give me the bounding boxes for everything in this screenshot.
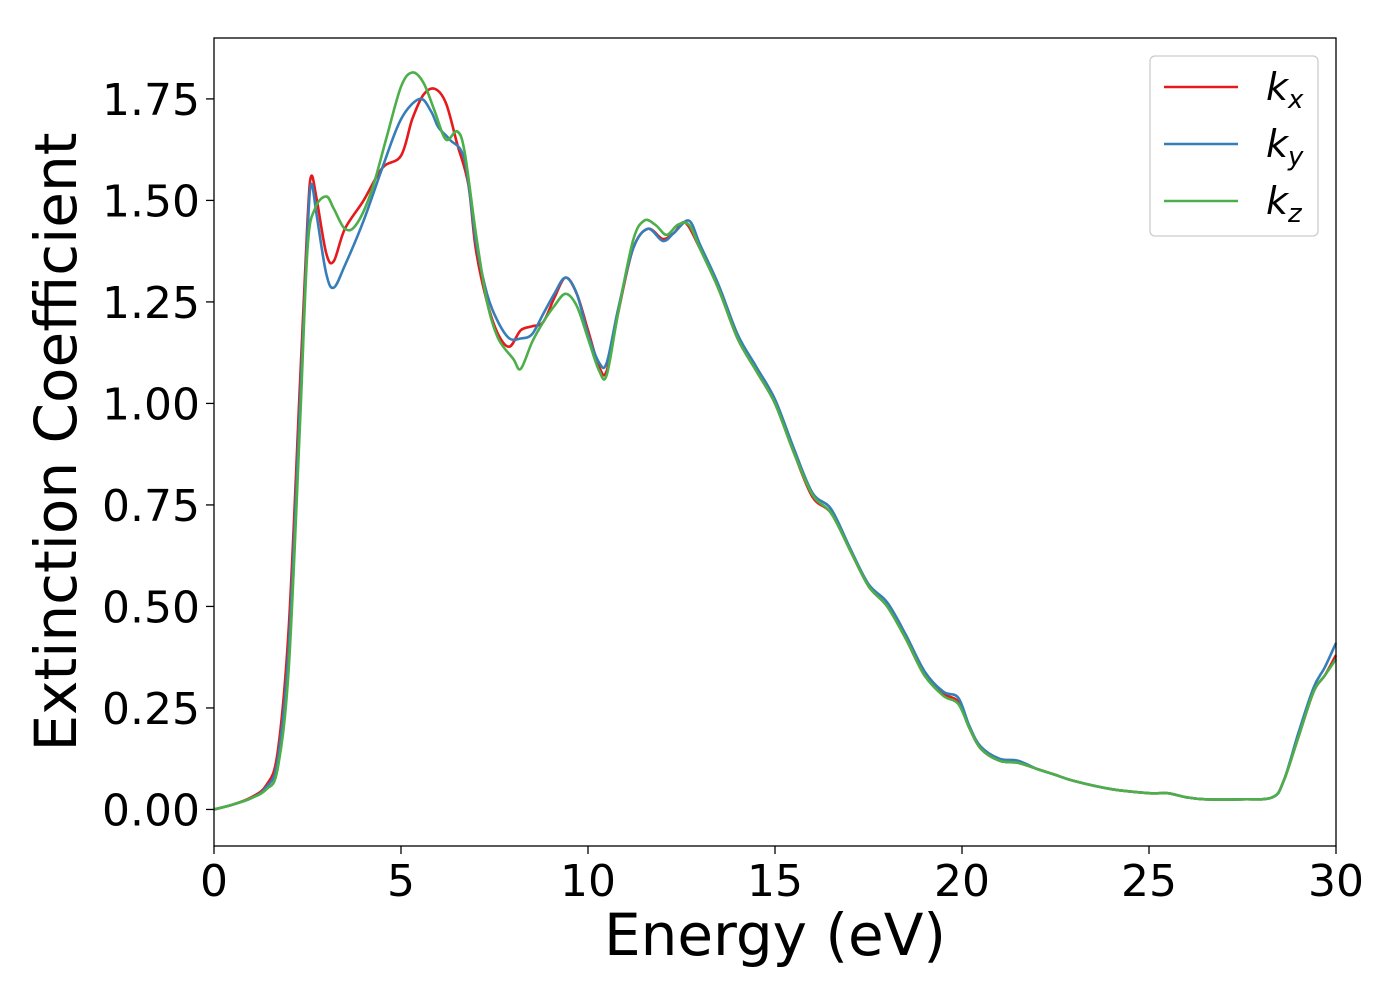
legend-box bbox=[1149, 55, 1319, 237]
y-tick-label: 1.00 bbox=[102, 379, 200, 430]
y-tick-label: 0.75 bbox=[102, 481, 200, 532]
y-axis-ticks: 0.00 0.25 0.50 0.75 1.00 1.25 1.50 1.75 bbox=[102, 75, 214, 836]
legend-label-kx: kx bbox=[1266, 65, 1304, 115]
x-axis-title: Energy (eV) bbox=[604, 901, 946, 969]
x-axis-ticks: 0 5 10 15 20 25 30 bbox=[200, 846, 1364, 907]
x-tick-label: 0 bbox=[200, 856, 228, 907]
x-tick-label: 30 bbox=[1308, 856, 1364, 907]
x-tick-label: 5 bbox=[387, 856, 415, 907]
x-tick-label: 20 bbox=[934, 856, 990, 907]
y-tick-label: 0.00 bbox=[102, 785, 200, 836]
y-tick-label: 1.50 bbox=[102, 176, 200, 227]
y-axis-title: Extinction Coefficient bbox=[22, 133, 90, 752]
x-tick-label: 10 bbox=[560, 856, 616, 907]
y-tick-label: 0.25 bbox=[102, 684, 200, 735]
y-tick-label: 0.50 bbox=[102, 582, 200, 633]
plot-area-background bbox=[214, 38, 1336, 846]
legend-label-ky: ky bbox=[1266, 122, 1304, 172]
x-tick-label: 15 bbox=[747, 856, 803, 907]
legend: kx ky kz bbox=[1149, 55, 1319, 237]
series-line-kz bbox=[213, 71, 1338, 811]
y-tick-label: 1.75 bbox=[102, 75, 200, 126]
series-layer bbox=[213, 71, 1338, 811]
y-tick-label: 1.25 bbox=[102, 278, 200, 329]
x-tick-label: 25 bbox=[1121, 856, 1177, 907]
legend-label-kz: kz bbox=[1266, 179, 1303, 229]
